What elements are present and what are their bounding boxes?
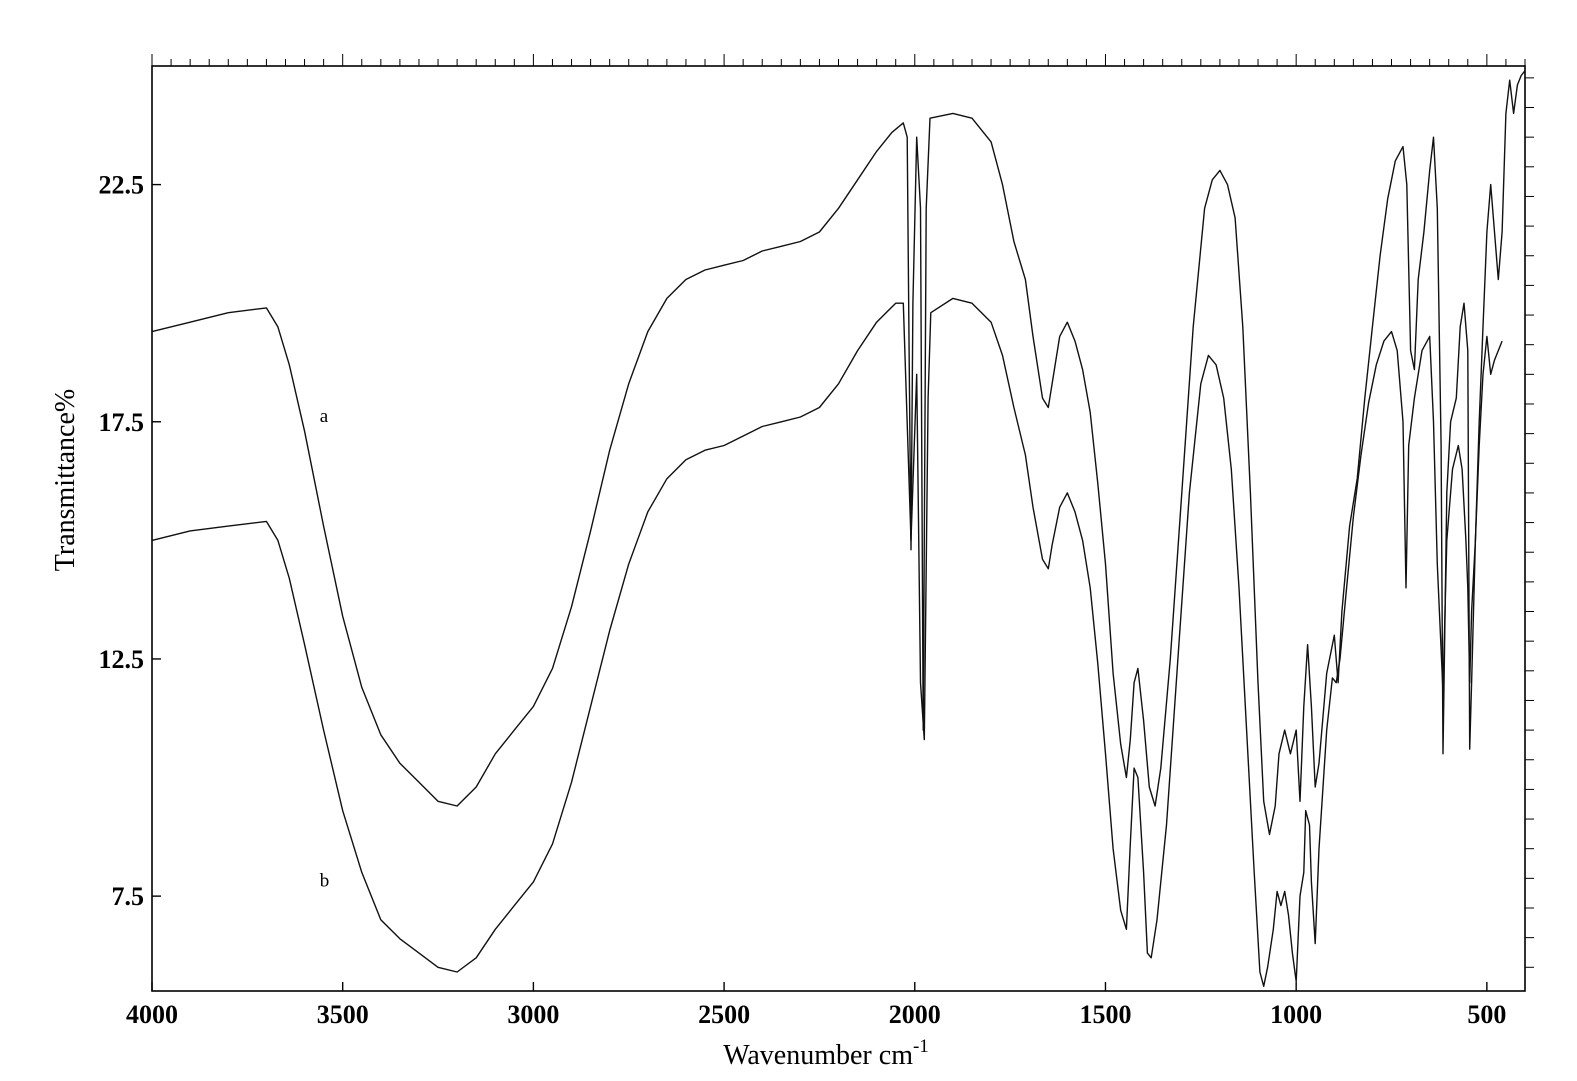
x-tick-label: 500 (1467, 1000, 1506, 1029)
y-axis-ticks: 7.5 12.5 17.5 22.5 (99, 171, 161, 911)
x-tick-label: 2000 (889, 1000, 941, 1029)
x-tick-label: 3500 (317, 1000, 369, 1029)
series-group (151, 70, 1526, 987)
y-tick-label: 7.5 (112, 882, 145, 911)
y-tick-label: 17.5 (99, 408, 145, 437)
x-tick-label: 4000 (126, 1000, 178, 1029)
y-axis-title: Transmittance% (50, 389, 81, 572)
series-line-b (151, 297, 1503, 987)
minor-ticks (151, 54, 1534, 968)
x-tick-label: 2500 (698, 1000, 750, 1029)
x-tick-label: 3000 (507, 1000, 559, 1029)
x-tick-label: 1000 (1270, 1000, 1322, 1029)
x-axis-ticks: 4000 3500 3000 2500 2000 1500 1000 500 (126, 982, 1506, 1029)
y-tick-label: 12.5 (99, 645, 145, 674)
curve-label-a: a (320, 406, 329, 427)
x-axis-title: Wavenumber cm-1 (723, 1036, 929, 1071)
curve-labels: ab (320, 406, 330, 892)
series-line-a (151, 70, 1526, 836)
y-tick-label: 22.5 (99, 171, 145, 200)
x-tick-label: 1500 (1079, 1000, 1131, 1029)
curve-label-b: b (320, 871, 330, 892)
